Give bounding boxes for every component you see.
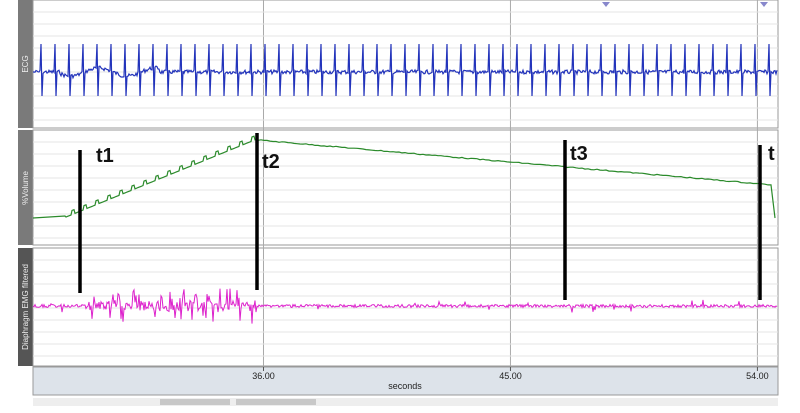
- time-axis: [32, 366, 779, 396]
- event-marker[interactable]: [602, 2, 610, 7]
- channel-label-bar: [18, 130, 33, 245]
- annotation-label: t2: [262, 151, 280, 173]
- x-tick-label: 36.00: [252, 371, 275, 381]
- ecg-trace: [33, 43, 778, 97]
- axis-title: seconds: [388, 381, 422, 391]
- channel-label: %Volume: [21, 171, 30, 205]
- x-tick-label: 45.00: [499, 371, 522, 381]
- channel-label: ECG: [21, 55, 30, 72]
- channel-label-bar: [18, 0, 33, 128]
- channel-panel: [32, 129, 779, 246]
- annotation-label: t1: [96, 145, 114, 167]
- annotation-label: t3: [570, 143, 588, 165]
- event-marker[interactable]: [760, 2, 768, 7]
- volume-trace: [33, 135, 776, 219]
- emg-trace: [33, 288, 778, 324]
- scroll-thumb[interactable]: [236, 399, 316, 405]
- scrollbar[interactable]: [33, 398, 778, 406]
- annotation-label: t: [768, 143, 775, 165]
- channel-label: Diaphragm EMG filtered: [21, 264, 30, 350]
- annotations: t1 t2 t3 t: [78, 133, 775, 300]
- channel-label-bar: [18, 248, 33, 366]
- x-tick-label: 54.00: [746, 371, 769, 381]
- scroll-thumb[interactable]: [160, 399, 230, 405]
